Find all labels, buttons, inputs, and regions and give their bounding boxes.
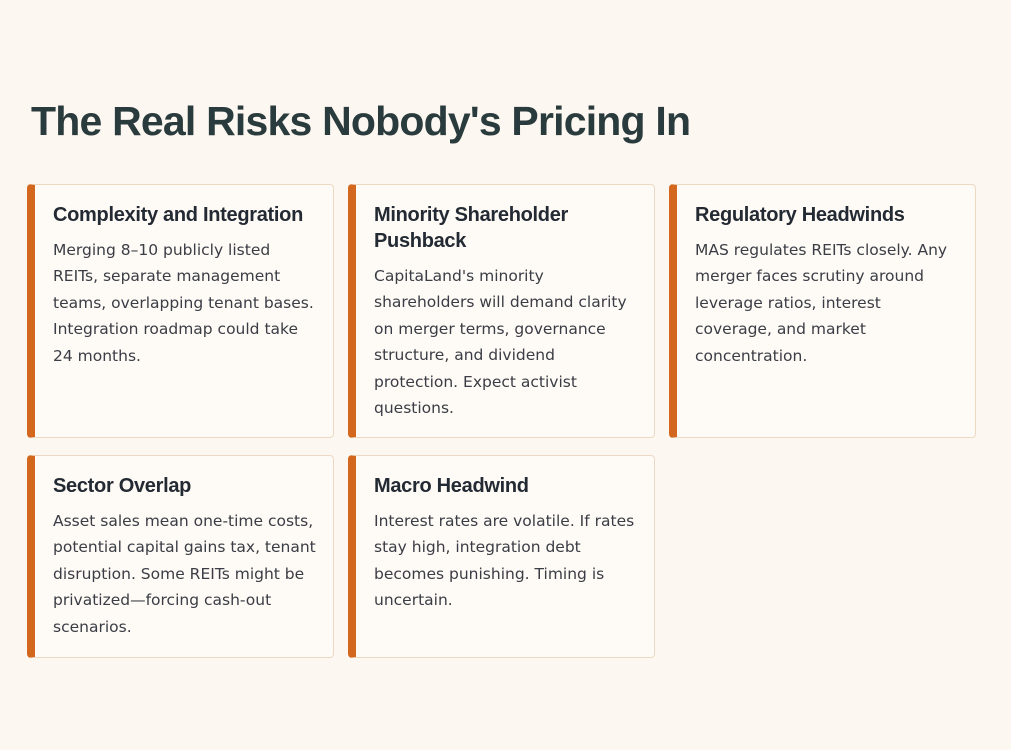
risk-card-macro: Macro Headwind Interest rates are volati… xyxy=(348,455,655,658)
risk-card-regulatory: Regulatory Headwinds MAS regulates REITs… xyxy=(669,184,976,438)
risk-card-title: Minority Shareholder Pushback xyxy=(374,204,569,252)
risk-card-body: Asset sales mean one-time costs, potenti… xyxy=(53,512,316,636)
risk-card-complexity: Complexity and Integration Merging 8–10 … xyxy=(27,184,334,438)
risk-card-sector-overlap: Sector Overlap Asset sales mean one-time… xyxy=(27,455,334,658)
risk-card-title: Regulatory Headwinds xyxy=(695,204,905,226)
risk-card-title: Macro Headwind xyxy=(374,475,529,497)
risk-card-body: MAS regulates REITs closely. Any merger … xyxy=(695,241,948,365)
risk-card-minority-shareholder: Minority Shareholder Pushback CapitaLand… xyxy=(348,184,655,438)
risk-card-body: Merging 8–10 publicly listed REITs, sepa… xyxy=(53,241,314,365)
risk-card-body: Interest rates are volatile. If rates st… xyxy=(374,512,635,610)
risk-card-title: Sector Overlap xyxy=(53,475,192,497)
page-title: The Real Risks Nobody's Pricing In xyxy=(31,98,691,144)
risk-card-body: CapitaLand's minority shareholders will … xyxy=(374,267,627,418)
risk-card-title: Complexity and Integration xyxy=(53,204,304,226)
risk-card-grid: Complexity and Integration Merging 8–10 … xyxy=(27,184,976,658)
